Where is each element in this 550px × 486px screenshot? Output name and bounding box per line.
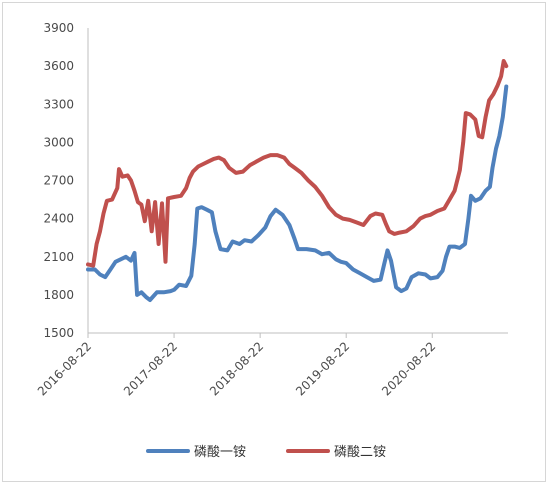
chart-frame: [2, 2, 546, 482]
x-tick-label: 2017-08-22: [121, 339, 180, 398]
y-tick-label: 3000: [43, 135, 74, 149]
y-tick-label: 2700: [43, 174, 74, 188]
y-tick-label: 3600: [43, 59, 74, 73]
x-tick-label: 2019-08-22: [293, 339, 352, 398]
y-tick-label: 3300: [43, 97, 74, 111]
x-tick-label: 2020-08-22: [379, 339, 438, 398]
y-tick-label: 1500: [43, 326, 74, 340]
series-layer: [86, 59, 509, 302]
y-tick-label: 2400: [43, 212, 74, 226]
y-tick-label: 3900: [43, 21, 74, 35]
x-tick-label: 2018-08-22: [207, 339, 266, 398]
legend-label-2: 磷酸二铵: [334, 445, 386, 460]
series-line-1: [86, 84, 509, 302]
legend: 磷酸一铵 磷酸二铵: [146, 445, 386, 460]
x-tick-label: 2016-08-22: [35, 339, 94, 398]
y-tick-label: 1800: [43, 288, 74, 302]
series-line-2: [86, 59, 509, 268]
y-tick-label: 2100: [43, 250, 74, 264]
legend-label-1: 磷酸一铵: [194, 445, 246, 460]
